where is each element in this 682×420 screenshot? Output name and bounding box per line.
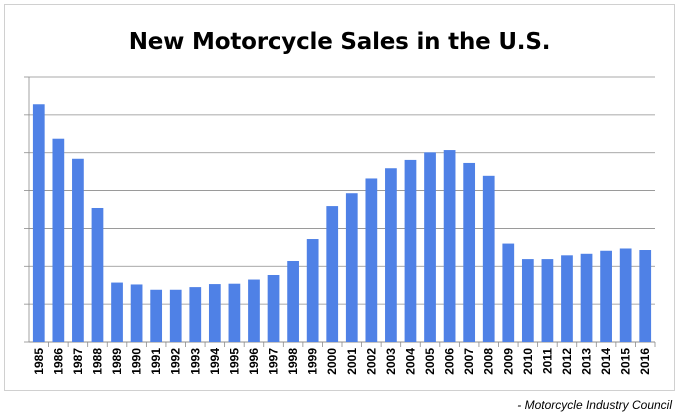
x-tick-label-2002: 2002 [364, 348, 378, 375]
x-tick-label-1986: 1986 [51, 348, 65, 375]
bar-1994 [208, 284, 221, 342]
bar-1991 [150, 289, 163, 342]
x-tick-label-2013: 2013 [580, 348, 594, 375]
bar-1997 [267, 274, 280, 342]
bar-2009 [502, 243, 515, 342]
bar-1996 [248, 279, 260, 342]
x-tick-label-2009: 2009 [501, 348, 515, 375]
bar-2003 [385, 168, 397, 342]
bar-2014 [600, 250, 612, 342]
x-tick-label-1993: 1993 [188, 348, 202, 375]
bar-1986 [52, 138, 65, 342]
x-tick-label-2004: 2004 [403, 348, 417, 375]
bar-2008 [482, 175, 495, 342]
x-tick-label-2010: 2010 [521, 348, 535, 375]
x-tick-label-1987: 1987 [71, 348, 85, 375]
bar-2010 [521, 259, 534, 342]
x-tick-label-2000: 2000 [325, 348, 339, 375]
bar-1999 [306, 239, 319, 342]
x-tick-label-2007: 2007 [462, 348, 476, 375]
x-tick-label-1996: 1996 [247, 348, 261, 375]
x-tick-label-1990: 1990 [130, 348, 144, 375]
bar-2001 [345, 193, 358, 342]
bar-1995 [228, 283, 241, 342]
x-tick-label-1999: 1999 [306, 348, 320, 375]
x-tick-label-2003: 2003 [384, 348, 398, 375]
x-tick-label-1991: 1991 [149, 348, 163, 375]
x-tick-label-1994: 1994 [208, 348, 222, 375]
bar-2006 [443, 150, 456, 342]
source-note: - Motorcycle Industry Council [517, 398, 672, 412]
bar-2011 [541, 259, 554, 342]
bar-1987 [72, 158, 84, 342]
bar-1985 [32, 104, 45, 342]
bar-1998 [287, 260, 299, 342]
x-tick-label-1998: 1998 [286, 348, 300, 375]
x-tick-label-1988: 1988 [90, 348, 104, 375]
x-tick-label-2015: 2015 [619, 348, 633, 375]
x-tick-label-2016: 2016 [638, 348, 652, 375]
x-tick-label-2012: 2012 [560, 348, 574, 375]
bar-1993 [189, 287, 202, 342]
bar-2007 [463, 162, 476, 342]
bar-2002 [365, 178, 378, 342]
bar-1990 [130, 284, 143, 342]
x-tick-label-2005: 2005 [423, 348, 437, 375]
x-tick-label-2001: 2001 [345, 348, 359, 375]
bar-2013 [580, 253, 593, 342]
bar-1989 [111, 282, 123, 342]
x-tick-label-1989: 1989 [110, 348, 124, 375]
bar-2005 [424, 152, 436, 342]
chart-title: New Motorcycle Sales in the U.S. [128, 29, 551, 55]
x-tick-label-1997: 1997 [267, 348, 281, 375]
x-tick-label-2011: 2011 [540, 348, 554, 374]
x-tick-label-2008: 2008 [482, 348, 496, 375]
bar-2015 [619, 248, 632, 342]
x-tick-label-2014: 2014 [599, 348, 613, 375]
x-tick-label-1995: 1995 [227, 348, 241, 375]
bar-2004 [404, 159, 417, 342]
x-tick-label-2006: 2006 [443, 348, 457, 375]
bar-1992 [169, 289, 182, 342]
bar-2000 [326, 206, 339, 342]
bar-2012 [561, 255, 573, 342]
x-tick-label-1985: 1985 [32, 348, 46, 375]
x-tick-label-1992: 1992 [169, 348, 183, 375]
bar-2016 [639, 250, 652, 342]
bar-1988 [91, 207, 104, 342]
